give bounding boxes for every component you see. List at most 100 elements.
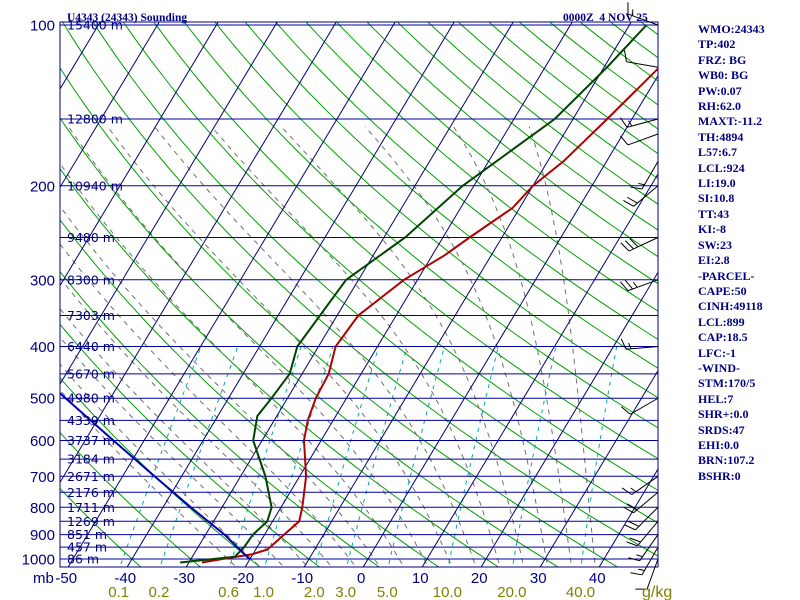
isotherms (60, 22, 658, 567)
wind-barb (623, 50, 659, 68)
wind-barb (623, 185, 659, 207)
mixing-ratio-tick-label: 10.0 (433, 584, 462, 600)
mixing-ratio-line (159, 346, 239, 567)
mixing-ratio-line (119, 346, 202, 567)
units-label-gkg: g/kg (642, 584, 672, 600)
wind-barb-flag (630, 186, 643, 190)
mixing-ratio-tick-label: 40.0 (566, 584, 595, 600)
sounding-profiles (60, 24, 658, 564)
wind-barb-flag (623, 506, 634, 514)
wind-barb-flag (619, 117, 628, 128)
moist-adiabat-line (528, 126, 596, 567)
mixing-ratio-line (229, 346, 302, 567)
moist-adiabats (60, 126, 596, 567)
index-entry: LFC:-1 (698, 345, 736, 360)
isotherm-line (362, 74, 658, 567)
index-entry: STM:170/5 (698, 376, 756, 391)
index-entry: KI:-8 (698, 222, 726, 237)
wind-barb-flag (638, 568, 645, 571)
height-label: 9480 m (67, 230, 115, 245)
wind-barb-shaft (627, 133, 659, 146)
chart-timestamp: 0000Z 4 NOV 25 (563, 12, 648, 24)
pressure-tick-label: 600 (30, 433, 55, 450)
dry-adiabat-line (274, 22, 658, 341)
plot-frame (59, 21, 659, 568)
isotherm-line (185, 22, 514, 567)
wind-barb (627, 2, 659, 26)
wind-barb-flag (630, 487, 637, 493)
pressure-tick-label: 500 (30, 391, 55, 408)
wind-barb (626, 520, 659, 547)
moist-adiabat-line (60, 243, 357, 567)
dry-adiabat-line (60, 323, 321, 567)
height-labels: 15400 m 12800 m 10940 m 9480 m 8300 m 7303 m 6… (67, 18, 123, 567)
wind-barb (620, 237, 659, 252)
wind-barb-shaft (626, 346, 659, 350)
pressure-tick-label: 800 (30, 500, 55, 517)
index-entry: EI:2.8 (698, 253, 730, 268)
height-label: 86 m (67, 552, 99, 567)
mixing-ratio-tick-label: 2.0 (304, 584, 325, 600)
dry-adiabat-line (214, 22, 658, 399)
height-label: 3737 m (67, 433, 115, 448)
temperature-axis-labels: -50 -40 -30 -20 -10 0 10 20 30 40 (55, 570, 605, 587)
dry-adiabat-line (60, 219, 440, 567)
index-entry: L57:6.7 (698, 145, 737, 160)
moist-adiabat-line (60, 363, 261, 567)
index-entry: TH:4894 (698, 129, 744, 144)
wind-barb-shaft (626, 118, 659, 128)
isotherm-line (421, 173, 658, 567)
moist-adiabat-line (107, 126, 453, 567)
isotherm-line (598, 468, 658, 567)
wind-barb-shaft (637, 520, 659, 547)
wind-barb-shaft (633, 491, 659, 514)
index-entry: BRN:107.2 (698, 453, 755, 468)
mixing-ratio-tick-label: 20.0 (497, 584, 526, 600)
mixing-ratio-line (580, 346, 618, 567)
index-entry: LCL:899 (698, 314, 745, 329)
temperature-tick-label: -30 (173, 570, 195, 587)
height-label: 851 m (67, 527, 107, 542)
dry-adiabat-line (427, 22, 658, 205)
dry-adiabats (60, 22, 658, 567)
chart-title: U4343 (24343) Sounding (67, 12, 187, 24)
height-label: 5670 m (67, 366, 115, 381)
isotherm-line (539, 369, 658, 567)
height-label: 1269 m (67, 514, 115, 529)
dry-adiabat-line (396, 22, 658, 231)
wind-barb-flag (628, 520, 640, 527)
pressure-tick-label: 900 (30, 527, 55, 544)
wind-barb-flag (628, 342, 632, 350)
index-entry: RH:62.0 (698, 99, 741, 114)
pressure-tick-label: 1000 (22, 552, 55, 569)
temperature-tick-label: -10 (291, 570, 313, 587)
wind-barb-flag (636, 554, 643, 558)
index-entry: PW:0.07 (698, 83, 742, 98)
wind-barb-flag (638, 182, 645, 186)
index-entry: CAPE:50 (698, 283, 747, 298)
dry-adiabat-line (153, 22, 658, 460)
height-label: 4980 m (67, 391, 115, 406)
height-label: 1711 m (67, 500, 115, 515)
height-label: 10940 m (67, 178, 123, 193)
height-label: 2671 m (67, 469, 115, 484)
isotherm-line (60, 22, 337, 484)
pressure-tick-label: 400 (30, 339, 55, 356)
wind-barb-shaft (626, 61, 659, 68)
wind-barb-flag (623, 50, 627, 62)
wind-barb-shaft (627, 279, 659, 292)
mixing-ratio-line (511, 346, 557, 567)
index-entry: LCL:924 (698, 160, 745, 175)
dry-adiabat-line (122, 22, 658, 491)
dry-adiabat-line (518, 22, 658, 130)
dry-adiabat-line (183, 22, 658, 429)
isobars (60, 24, 658, 560)
temperature-tick-label: 30 (530, 570, 547, 587)
height-label: 6440 m (67, 339, 115, 354)
wind-barb-flag (624, 279, 634, 290)
mixing-ratio-tick-label: 5.0 (377, 584, 398, 600)
wind-barb (635, 558, 659, 590)
wind-barb-flag (630, 572, 643, 576)
temperature-tick-label: -40 (114, 570, 136, 587)
